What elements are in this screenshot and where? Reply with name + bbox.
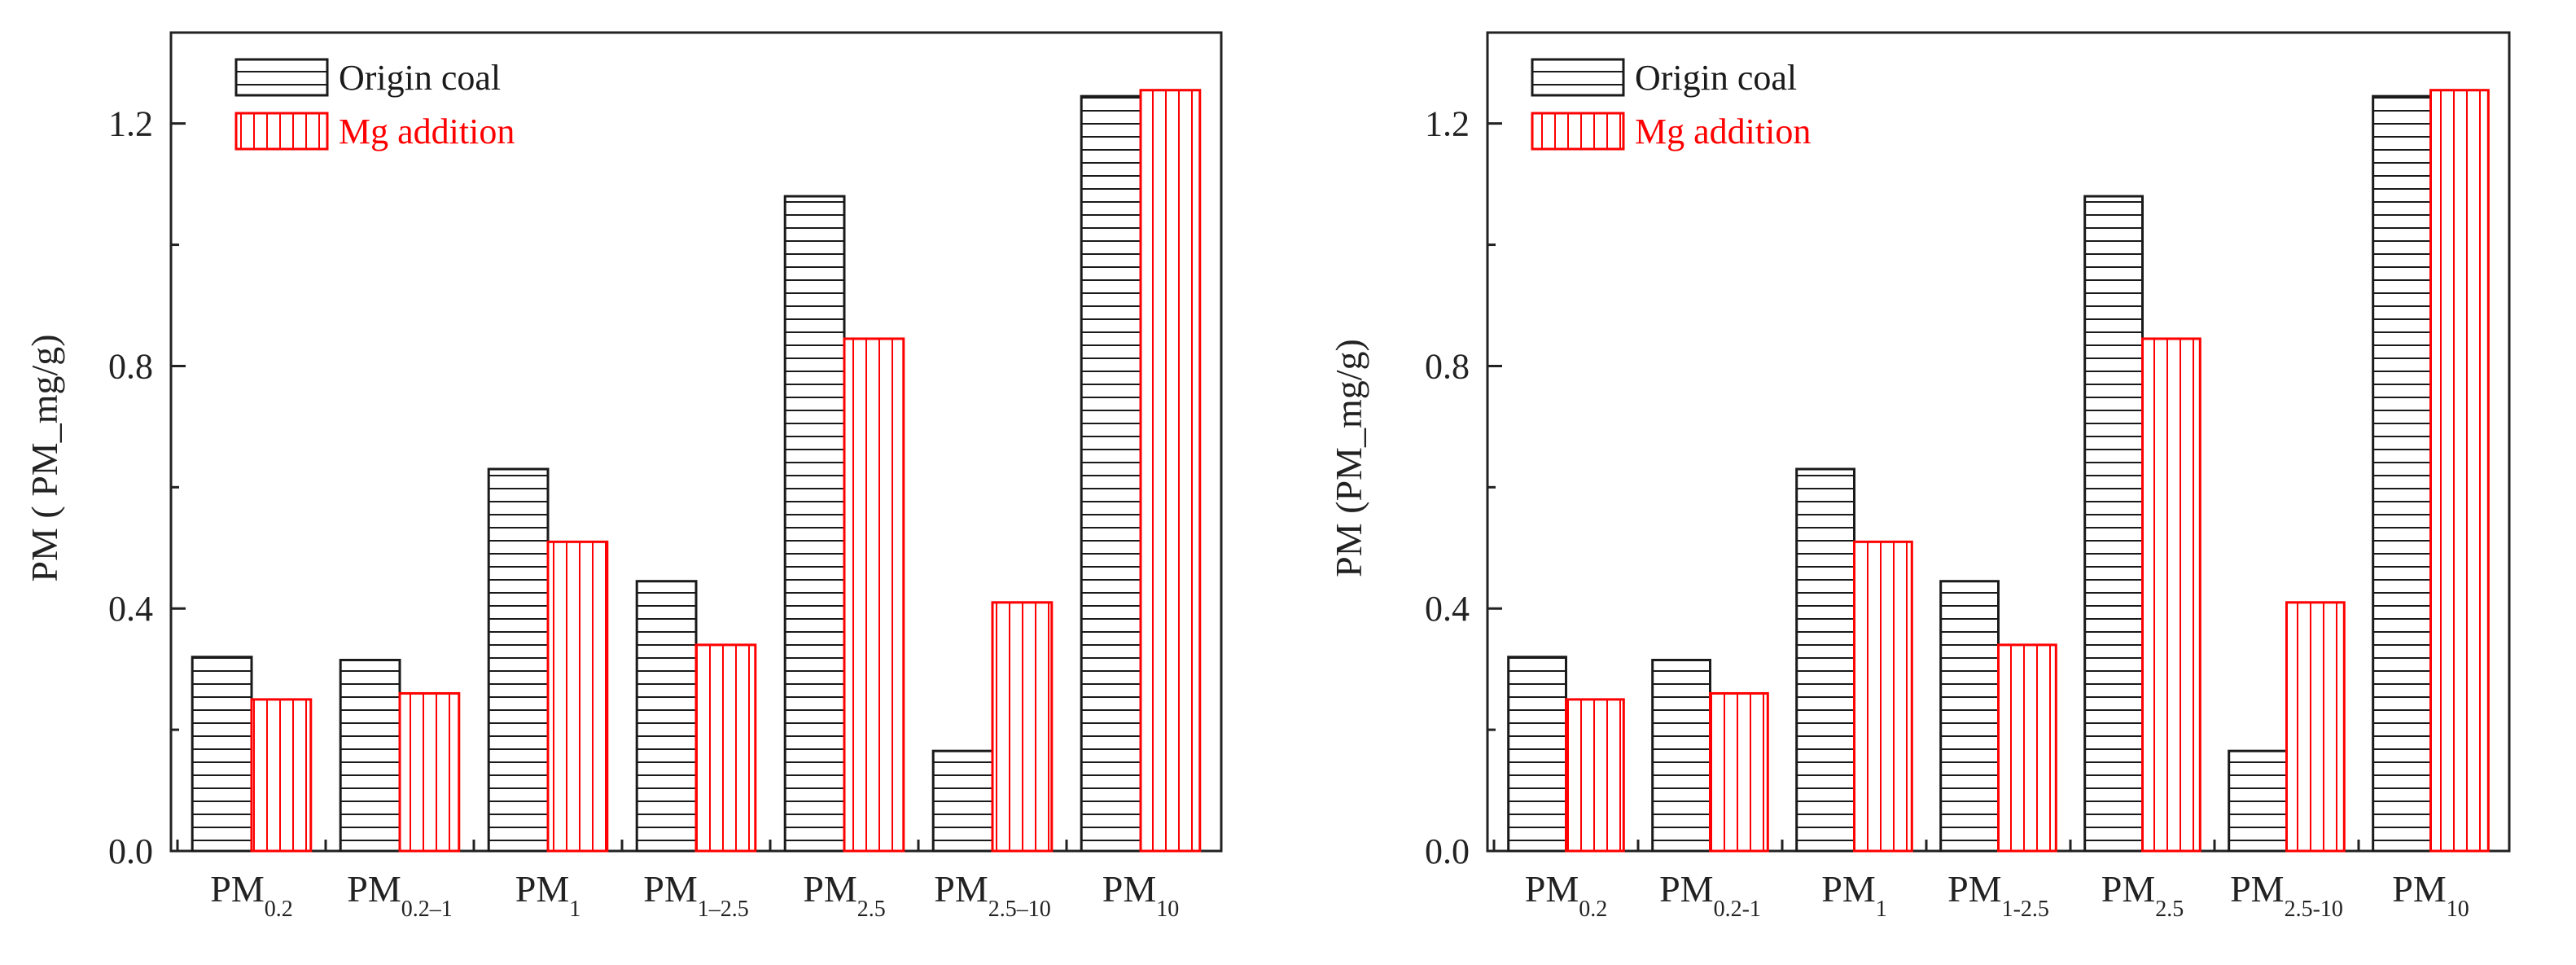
x-category-label: PM0.2 [210,868,292,922]
x-category-label: PM1 [515,868,580,922]
x-category-label: PM2.5–10 [934,868,1050,922]
bar-origin-coal [487,467,550,853]
bar-chart-left: 0.0 0.4 0.8 1.2 PM ( PM_mg/g) PM0.2 PM0.2–1 PM1… [24,31,1223,922]
bar-mg-addition [694,643,757,853]
x-category-label: PM1–2.5 [643,868,748,922]
y-tick-label: 1.2 [108,104,153,144]
bar-mg-addition [1139,89,1202,853]
legend-label-origin-coal: Origin coal [339,58,501,98]
bar-mg-addition [1565,698,1625,853]
bar-origin-coal [1939,580,2000,853]
bar-origin-coal [1080,94,1142,853]
legend-swatch-mg-addition [1531,112,1625,151]
x-category-label: PM0.2-1 [1659,868,1761,922]
x-category-label: PM1-2.5 [1947,868,2049,922]
legend: Origin coal Mg addition [234,58,515,151]
legend-label-mg-addition: Mg addition [339,112,515,151]
bar-mg-addition [2285,601,2346,853]
bar-mg-addition [1997,643,2057,853]
bar-origin-coal [931,749,994,853]
legend-swatch-origin-coal [1531,58,1625,97]
x-category-label: PM10 [1102,868,1179,922]
x-category-label: PM10 [2392,868,2469,922]
bar-origin-coal [2372,94,2432,853]
y-axis-label: PM ( PM_mg/g) [24,334,65,581]
bar-origin-coal [339,659,401,853]
bar-origin-coal [2083,195,2144,853]
bar-mg-addition [398,691,461,853]
legend-swatch-origin-coal [234,58,329,97]
y-tick-label: 1.2 [1425,104,1470,144]
y-tick-label: 0.4 [108,589,153,629]
bar-mg-addition [991,601,1054,853]
y-tick-label: 0.8 [108,346,153,386]
chart-panel-right: 0.0 0.4 0.8 1.2 PM (PM_mg/g) PM0.2 PM0.2-1 PM1 P… [1288,0,2576,965]
bar-origin-coal [1507,656,1568,853]
x-category-label: PM0.2 [1525,868,1607,922]
x-category-label: PM2.5-10 [2230,868,2343,922]
bar-origin-coal [783,195,846,853]
x-category-label: PM2.5 [803,868,885,922]
y-tick-label: 0.0 [1425,831,1470,871]
bar-mg-addition [2141,337,2201,853]
y-tick-label: 0.4 [1425,589,1470,629]
legend: Origin coal Mg addition [1531,58,1811,151]
bar-origin-coal [635,580,698,853]
bar-mg-addition [546,540,609,853]
bar-origin-coal [1651,659,1712,853]
bar-origin-coal [191,656,253,853]
legend-label-origin-coal: Origin coal [1635,58,1797,98]
bar-origin-coal [2228,749,2288,853]
x-category-label: PM0.2–1 [347,868,452,922]
x-category-label: PM2.5 [2101,868,2184,922]
bar-chart-right: 0.0 0.4 0.8 1.2 PM (PM_mg/g) PM0.2 PM0.2-1 PM1 P… [1328,31,2511,922]
bar-mg-addition [2429,89,2490,853]
legend-label-mg-addition: Mg addition [1635,112,1811,151]
bar-mg-addition [1709,691,1769,853]
bar-mg-addition [843,337,905,853]
y-axis-label: PM (PM_mg/g) [1328,339,1369,577]
bar-origin-coal [1795,467,1856,853]
bar-mg-addition [1853,540,1913,853]
x-category-label: PM1 [1821,868,1886,922]
bar-mg-addition [250,698,313,853]
y-tick-label: 0.8 [1425,346,1470,386]
chart-panel-left: 0.0 0.4 0.8 1.2 PM ( PM_mg/g) PM0.2 PM0.2–1 PM1… [24,31,1223,922]
y-tick-label: 0.0 [108,831,153,871]
legend-swatch-mg-addition [234,112,329,151]
